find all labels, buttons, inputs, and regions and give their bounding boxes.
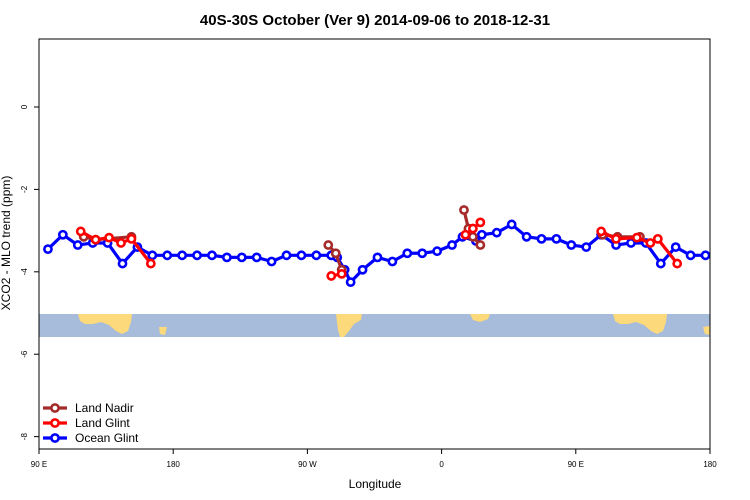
point-ocean-glint-0-0	[43, 244, 53, 255]
map-land-tasmania	[159, 327, 167, 335]
x-tick-label-5: 180	[703, 460, 717, 469]
x-axis: 90 E 180 90 W 0 90 E 180	[31, 449, 717, 469]
point-land-nadir-2-0	[459, 205, 469, 215]
point-land-glint-3-4	[652, 233, 663, 244]
point-ocean-glint-0-35	[521, 231, 532, 242]
map-land-tasmania-repeat	[703, 326, 710, 335]
point-land-glint-2-2	[475, 217, 486, 228]
point-land-glint-1-1	[336, 268, 347, 279]
x-tick-label-1: 180	[167, 460, 181, 469]
point-land-glint-3-3	[645, 238, 656, 248]
point-ocean-glint-0-9	[177, 250, 188, 261]
point-ocean-glint-0-38	[566, 240, 577, 250]
point-ocean-glint-0-47	[700, 250, 711, 261]
point-ocean-glint-0-32	[476, 229, 487, 240]
x-tick-label-0: 90 E	[31, 460, 47, 469]
point-ocean-glint-0-10	[192, 250, 202, 261]
point-ocean-glint-0-27	[417, 248, 428, 259]
x-tick-label-4: 90 E	[568, 460, 584, 469]
point-land-nadir-1-1	[330, 248, 341, 259]
point-ocean-glint-0-16	[281, 250, 292, 261]
point-land-glint-3-1	[611, 233, 621, 244]
point-land-glint-0-3	[116, 238, 126, 248]
point-land-glint-3-0	[596, 226, 607, 237]
point-ocean-glint-0-29	[447, 240, 457, 250]
point-ocean-glint-0-11	[207, 250, 217, 261]
point-ocean-glint-0-13	[236, 252, 247, 263]
point-land-nadir-2-2	[468, 231, 478, 242]
point-ocean-glint-0-2	[72, 240, 83, 250]
map-ocean	[39, 314, 710, 337]
legend-marker-land-glint	[50, 418, 60, 428]
x-tick-label-3: 0	[439, 460, 444, 469]
series-land-glint	[75, 217, 683, 281]
point-ocean-glint-0-14	[251, 252, 262, 263]
legend-label-land-nadir: Land Nadir	[75, 401, 134, 415]
point-ocean-glint-0-37	[551, 233, 562, 244]
point-ocean-glint-0-39	[581, 242, 592, 252]
point-land-nadir-2-3	[475, 240, 486, 250]
y-tick-label-0: 0	[20, 104, 29, 109]
point-ocean-glint-0-34	[506, 219, 517, 230]
map-land-south-africa	[470, 314, 490, 322]
point-land-nadir-1-0	[323, 240, 334, 250]
point-land-glint-0-2	[104, 232, 114, 243]
point-land-glint-0-1	[90, 234, 101, 245]
point-land-glint-3-2	[632, 232, 642, 243]
point-ocean-glint-0-24	[372, 252, 383, 263]
point-ocean-glint-0-45	[670, 242, 681, 252]
point-ocean-glint-0-22	[345, 277, 356, 288]
legend-label-land-glint: Land Glint	[75, 416, 130, 430]
legend-label-ocean-glint: Ocean Glint	[75, 431, 139, 445]
point-ocean-glint-0-23	[357, 264, 368, 275]
point-ocean-glint-0-7	[147, 250, 158, 261]
point-ocean-glint-0-17	[296, 250, 307, 261]
legend-marker-land-nadir	[50, 403, 60, 413]
point-ocean-glint-0-5	[117, 258, 128, 269]
point-ocean-glint-0-12	[221, 252, 232, 263]
x-axis-label: Longitude	[349, 477, 402, 491]
legend-marker-ocean-glint	[50, 433, 60, 443]
point-ocean-glint-0-26	[402, 248, 413, 259]
point-ocean-glint-0-1	[57, 229, 68, 240]
point-ocean-glint-0-36	[536, 233, 547, 244]
point-land-glint-0-4	[126, 233, 137, 244]
point-ocean-glint-0-25	[387, 256, 398, 267]
point-ocean-glint-0-44	[655, 258, 666, 269]
map-land-australia-repeat	[613, 314, 667, 334]
point-land-glint-0-0	[75, 226, 86, 237]
map-land-south-america	[336, 314, 362, 337]
point-ocean-glint-0-28	[432, 246, 443, 257]
y-tick-label-4: -8	[20, 433, 29, 441]
y-axis-label: XCO2 - MLO trend (ppm)	[0, 176, 13, 311]
y-tick-label-3: -6	[20, 350, 29, 358]
point-ocean-glint-0-46	[685, 250, 696, 261]
world-map-band	[39, 314, 710, 337]
plot-frame	[38, 38, 711, 450]
point-land-glint-2-1	[468, 223, 478, 234]
point-ocean-glint-0-33	[491, 227, 502, 238]
map-land-australia	[78, 314, 132, 334]
point-land-glint-2-0	[460, 229, 471, 240]
chart-title: 40S-30S October (Ver 9) 2014-09-06 to 20…	[200, 12, 550, 29]
y-axis: 0 -2 -4 -6 -8	[20, 104, 39, 440]
point-ocean-glint-0-8	[162, 250, 173, 261]
point-land-glint-3-5	[672, 258, 683, 269]
series-layer	[43, 205, 711, 288]
point-ocean-glint-0-18	[311, 250, 322, 261]
point-ocean-glint-0-15	[266, 256, 277, 267]
y-tick-label-1: -2	[20, 185, 29, 193]
point-land-glint-1-0	[326, 271, 337, 281]
y-tick-label-2: -4	[20, 268, 29, 276]
x-tick-label-2: 90 W	[298, 460, 317, 469]
point-land-glint-0-5	[145, 258, 156, 269]
